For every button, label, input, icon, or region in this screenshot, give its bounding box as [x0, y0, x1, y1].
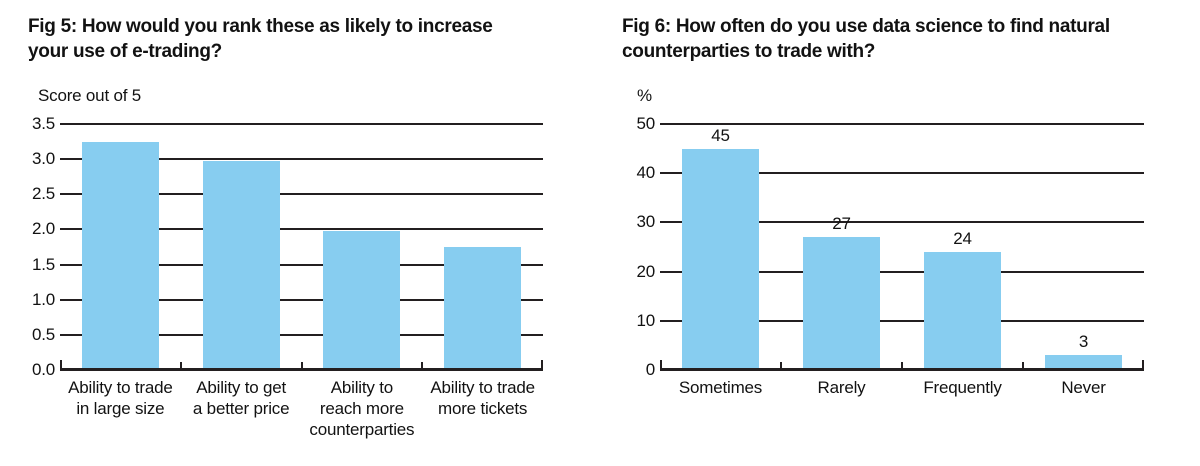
- gridline: [60, 158, 543, 161]
- category-label-line: in large size: [76, 399, 165, 418]
- category-label: Ability to trade more tickets: [414, 377, 551, 419]
- bar-value-label: 24: [953, 228, 972, 248]
- plot-area: 45 27 24 3: [660, 123, 1144, 371]
- category-label-line: reach more: [319, 399, 404, 418]
- y-axis-unit-label: Score out of 5: [38, 86, 142, 105]
- y-axis-tick-label: 3.5: [31, 114, 55, 133]
- category-label-line: Frequently: [923, 378, 1002, 397]
- y-axis-tick-label: 0.5: [31, 324, 55, 344]
- bar-2: [924, 251, 1001, 370]
- x-axis-tick: [421, 362, 424, 370]
- category-label-line: Sometimes: [678, 378, 763, 397]
- y-axis-tick-label: 2.0: [31, 219, 55, 239]
- chart-title: Fig 5: How would you rank these as likel…: [28, 14, 493, 64]
- y-axis-unit-label: %: [637, 86, 652, 105]
- bar-value-label: 27: [832, 214, 851, 234]
- category-label-line: Rarely: [817, 378, 866, 397]
- y-axis-tick-label: 20: [636, 261, 655, 281]
- y-axis-tick-label: 1.0: [31, 289, 55, 309]
- category-label: Rarely: [773, 377, 910, 398]
- y-axis-tick-label: 2.5: [31, 184, 55, 204]
- fig5-bar-chart: Fig 5: How would you rank these as likel…: [28, 0, 588, 466]
- y-axis-tick-label: 1.5: [31, 254, 55, 274]
- category-label: Ability to reach more counterparties: [294, 377, 431, 440]
- y-axis-tick-label: 0.0: [31, 360, 55, 379]
- category-label: Frequently: [894, 377, 1031, 398]
- x-axis-tick: [300, 362, 303, 370]
- x-axis-tick: [660, 360, 662, 370]
- bar-0: [81, 141, 159, 370]
- y-axis-tick-label: 50: [636, 114, 655, 133]
- bar-0: [682, 148, 759, 370]
- category-label-line: Ability to trade: [68, 378, 173, 397]
- bar-1: [202, 161, 280, 370]
- chart-title-line: counterparties to trade with?: [622, 41, 876, 62]
- gridline: [660, 319, 1144, 322]
- chart-title-line: your use of e-trading?: [28, 41, 222, 62]
- x-axis-tick: [1022, 362, 1024, 370]
- gridline: [60, 298, 543, 301]
- category-label-line: Ability to trade: [430, 378, 535, 397]
- category-label: Sometimes: [652, 377, 789, 398]
- bar-value-label: 45: [711, 125, 730, 145]
- gridline: [60, 263, 543, 266]
- bar-3: [1045, 355, 1122, 370]
- category-label: Ability to get a better price: [173, 377, 310, 419]
- bar-1: [803, 237, 880, 370]
- gridline: [60, 193, 543, 196]
- x-axis-tick: [179, 362, 182, 370]
- category-label-line: counterparties: [309, 420, 415, 439]
- chart-title: Fig 6: How often do you use data science…: [622, 14, 1110, 64]
- x-axis-tick: [1142, 360, 1144, 370]
- y-axis-tick-label: 40: [636, 163, 655, 183]
- x-axis-tick: [60, 360, 62, 370]
- x-axis-tick: [901, 362, 903, 370]
- category-label-line: more tickets: [438, 399, 528, 418]
- gridline: [660, 221, 1144, 224]
- x-axis-tick: [780, 362, 782, 370]
- category-label-line: Never: [1061, 378, 1106, 397]
- bar-value-label: 3: [1078, 332, 1089, 352]
- gridline: [660, 270, 1144, 273]
- y-axis-tick-label: 0: [645, 360, 655, 379]
- bar-3: [444, 247, 522, 370]
- x-axis-tick: [541, 360, 543, 370]
- fig6-bar-chart: Fig 6: How often do you use data science…: [622, 0, 1182, 466]
- category-label: Never: [1015, 377, 1152, 398]
- category-label-line: Ability to get: [196, 378, 287, 397]
- chart-title-line: Fig 6: How often do you use data science…: [622, 16, 1110, 37]
- bar-2: [323, 231, 401, 370]
- chart-title-line: Fig 5: How would you rank these as likel…: [28, 16, 493, 37]
- y-axis-tick-label: 3.0: [31, 149, 55, 169]
- category-label-line: a better price: [192, 399, 290, 418]
- gridline: [60, 369, 543, 371]
- category-label: Ability to trade in large size: [52, 377, 189, 419]
- category-label-line: Ability to: [330, 378, 393, 397]
- y-axis-tick-label: 30: [636, 212, 655, 232]
- gridline: [60, 123, 543, 125]
- gridline: [60, 228, 543, 231]
- y-axis-tick-label: 10: [636, 310, 655, 330]
- gridline: [660, 123, 1144, 125]
- gridline: [660, 172, 1144, 175]
- plot-area: [60, 123, 543, 371]
- gridline: [660, 369, 1144, 371]
- gridline: [60, 333, 543, 336]
